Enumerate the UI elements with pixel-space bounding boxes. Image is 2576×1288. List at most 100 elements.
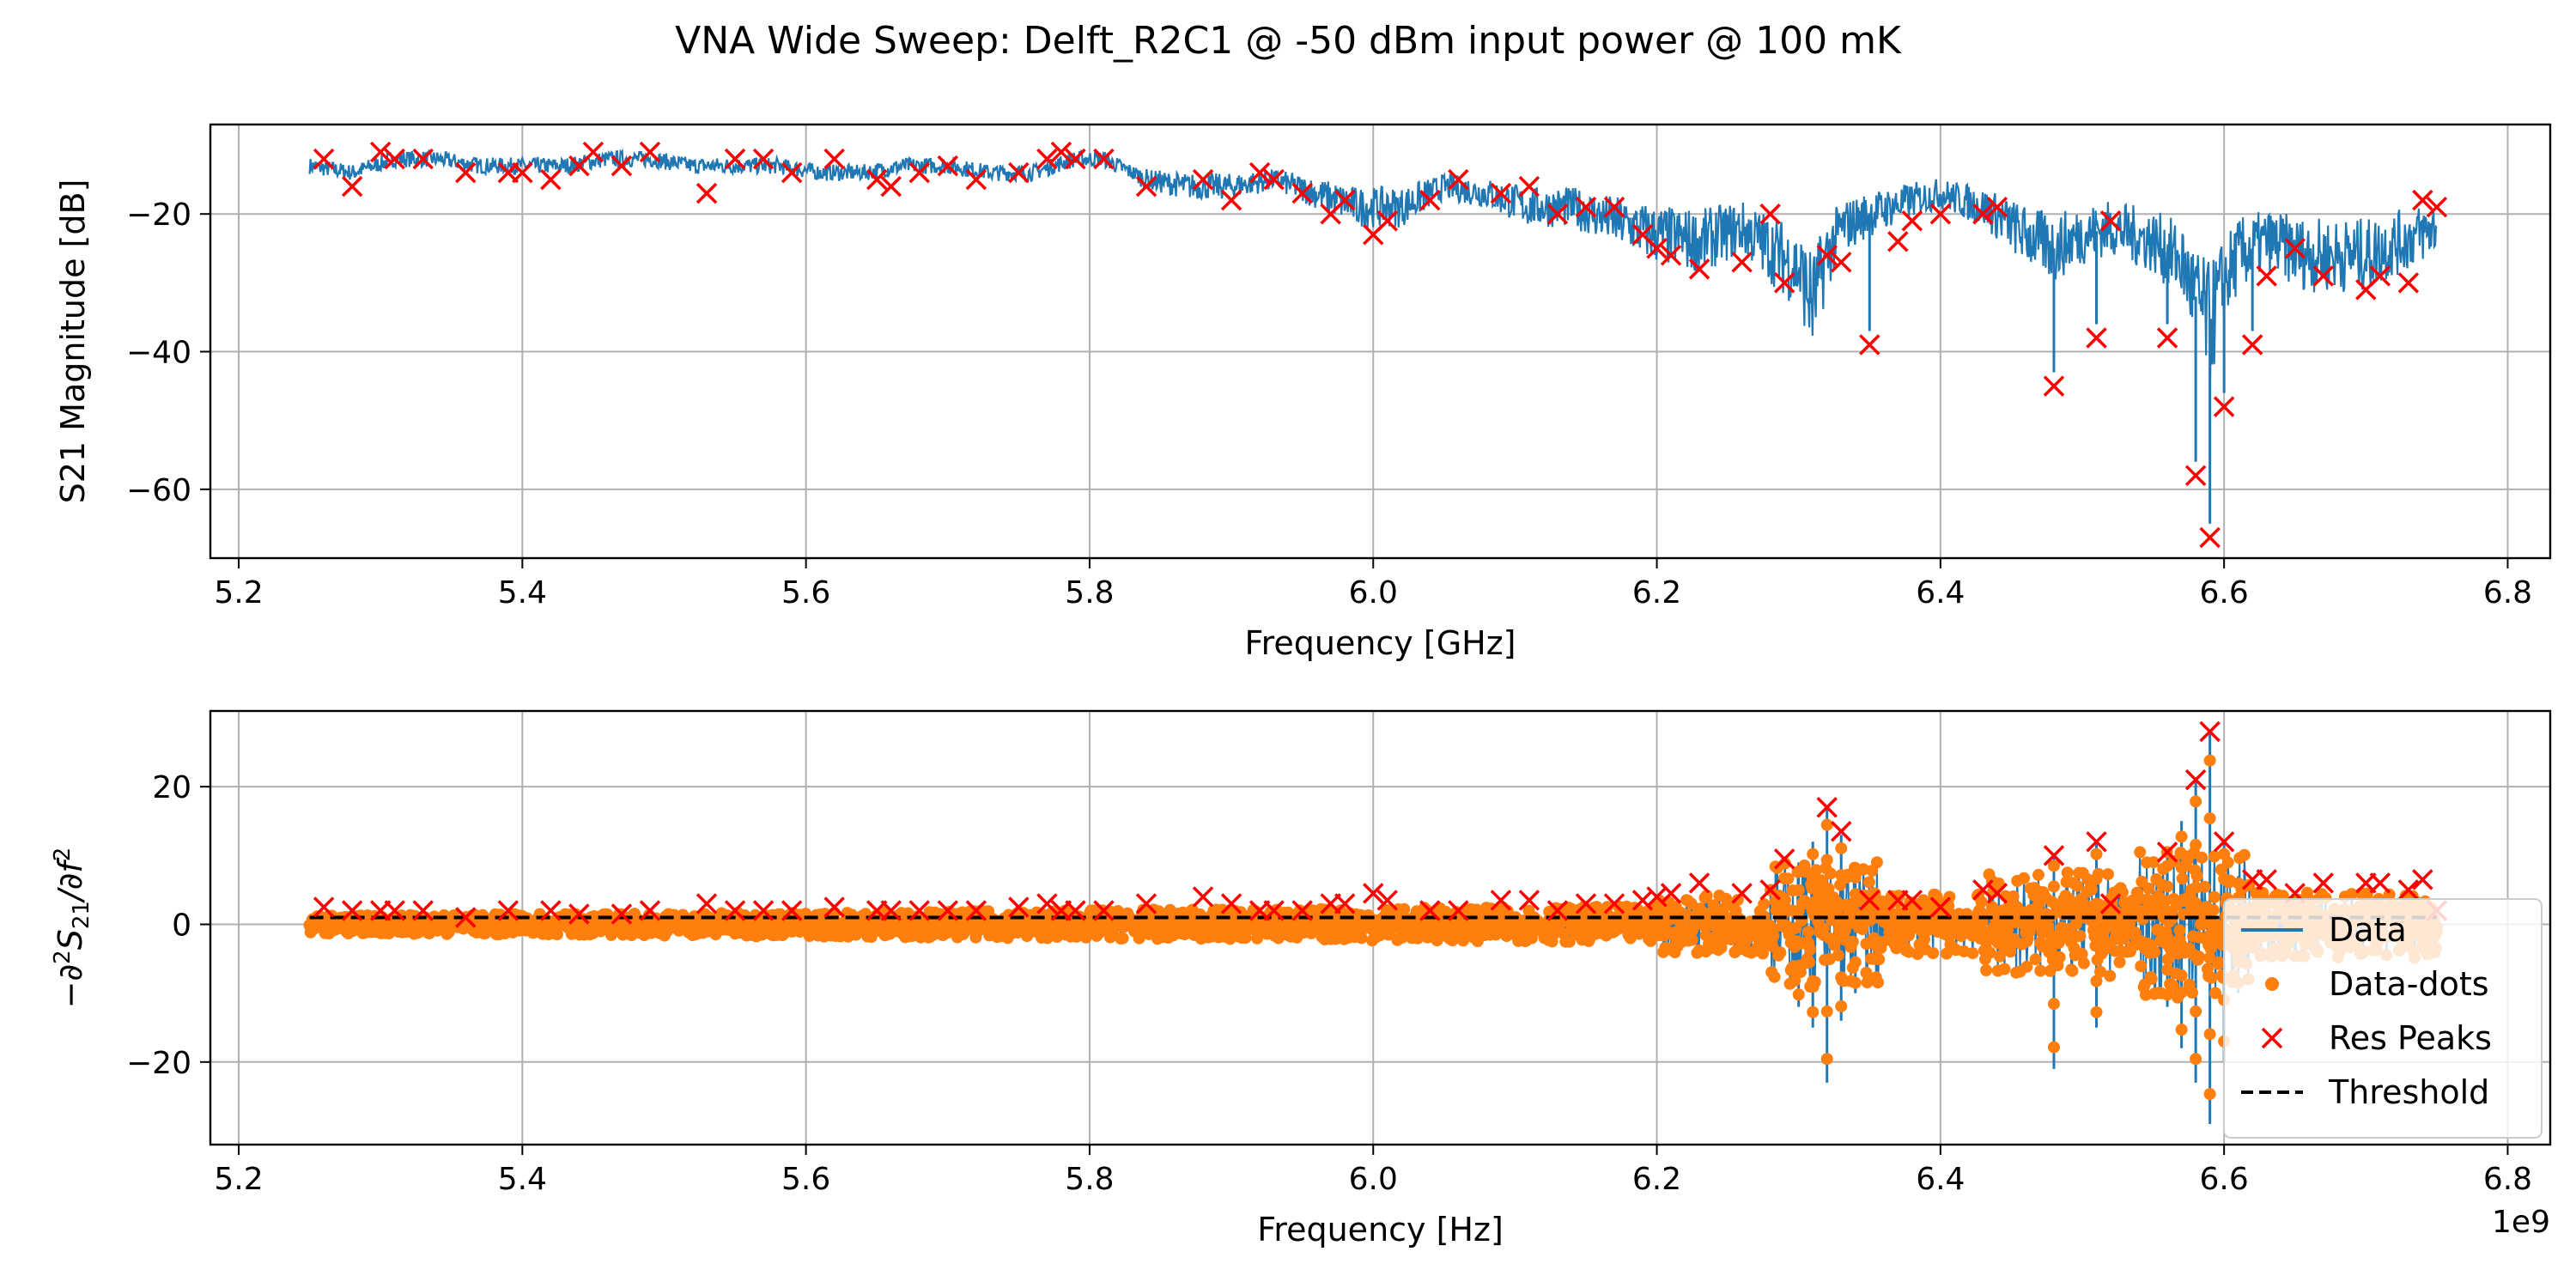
res-peak-marker [1334,189,1356,211]
res-peak-marker [2412,189,2433,211]
legend-swatch-dots [2265,977,2279,991]
res-peak-marker [1859,890,1880,911]
res-peak-marker [1490,182,1512,204]
y-tick-label: −60 [126,473,191,508]
res-peak-marker [1546,203,1569,225]
res-peak-marker [2397,272,2420,294]
res-peak-marker [880,900,902,921]
res-peak-marker [2256,869,2277,890]
res-peak-marker [781,161,803,184]
res-peak-marker [2199,526,2221,549]
res-peak-marker [1263,900,1285,921]
res-peak-marker [1831,252,1852,273]
res-peak-marker [313,896,335,918]
legend-label: Res Peaks [2329,1019,2492,1057]
res-peak-marker [1220,189,1242,211]
res-peak-marker [1490,890,1512,911]
res-peak-marker [1731,883,1753,904]
res-peak-marker [1135,893,1157,914]
res-peak-marker [823,148,845,170]
res-peak-marker [1419,189,1441,211]
res-peak-marker [1646,238,1668,259]
res-peak-marker [1448,900,1469,921]
figure-title: VNA Wide Sweep: Delft_R2C1 @ -50 dBm inp… [675,19,1902,63]
axes-frame [209,709,2552,1146]
x-axis-title: Frequency [Hz] [1257,1211,1504,1249]
res-peak-marker [582,141,605,163]
res-peak-marker [1093,900,1115,921]
res-peak-marker [1249,161,1271,184]
axes-frame [209,123,2552,560]
res-peak-marker [2241,334,2263,355]
magnitude-subplot: 5.2 5.4 5.6 5.8 6.0 6.2 6.4 6.6 6.8 −60 −40 −20 Freq… [54,123,2552,662]
res-peak-marker [2426,196,2448,218]
x-tick-label: 6.6 [2200,575,2249,611]
res-peak-marker [1660,245,1682,266]
legend-label: Threshold [2328,1073,2489,1111]
x-tick-label: 5.4 [498,1162,547,1197]
x-tick-label: 6.2 [1632,575,1681,611]
res-peak-marker [2284,238,2306,259]
res-peak-marker [2156,841,2178,863]
res-peak-marker [1816,245,1838,266]
res-peak-marker [369,141,392,163]
res-peak-marker [965,900,987,921]
res-peak-marker [1986,883,2008,904]
res-peak-marker [2199,720,2221,743]
res-peak-marker [937,155,959,177]
y-axis-title: S21 Magnitude [dB] [54,179,92,504]
x-tick-label: 6.8 [2483,575,2532,611]
res-peak-marker [540,900,562,921]
res-peak-marker [1759,879,1781,901]
s21-trace [308,148,2438,378]
res-peak-marker [1575,196,1597,218]
res-peak-marker [724,900,746,921]
res-peak-marker [1773,272,1795,294]
res-peak-marker [639,900,661,921]
res-peak-marker [1603,893,1625,914]
res-peak-marker [752,900,775,921]
x-tick-label: 6.8 [2483,1162,2532,1197]
res-peak-marker [313,148,335,170]
res-peak-marker [2312,265,2334,287]
res-peak-marker [1518,890,1540,911]
res-peak-marker [965,168,987,191]
res-peak-marker [1887,231,1909,252]
res-peak-marker [1518,175,1540,197]
plot-area [308,148,2438,524]
x-tick-label: 5.2 [214,575,263,611]
res-peak-marker [937,900,959,921]
res-peak-marker [1603,196,1625,218]
res-peak-marker [1660,883,1682,904]
res-peak-marker [2256,265,2277,287]
res-peak-marker [2099,893,2122,914]
res-peak-marker [1050,141,1072,163]
legend-box [2223,898,2543,1139]
x-tick-label: 6.2 [1632,1162,1681,1197]
x-tick-label: 5.2 [214,1162,263,1197]
res-peak-marker [1135,175,1157,197]
res-peak-marker [2412,869,2433,890]
res-peak-marker [2043,845,2065,866]
res-peak-marker [1008,161,1030,184]
res-peak-marker [512,161,533,184]
y-tick-label: −20 [126,1046,191,1081]
x-axis-title: Frequency [GHz] [1244,624,1516,662]
res-peak-marker [1419,900,1441,921]
res-peak-marker [1334,893,1356,914]
res-peak-marker [412,148,434,170]
res-peak-marker [497,900,519,921]
res-peak-marker [2086,327,2107,349]
legend-label: Data-dots [2329,965,2489,1003]
y-tick-label: 0 [172,908,191,943]
res-peak-marker [1036,148,1058,170]
x-tick-label: 6.4 [1916,575,1965,611]
res-peak-marker [1986,196,2008,218]
legend-swatch-peaks [2261,1027,2283,1049]
res-peak-marker [384,900,405,921]
res-peak-marker [908,900,930,921]
x-tick-label: 6.4 [1916,1162,1965,1197]
res-peak-marker [1291,182,1313,204]
res-peak-marker [1816,796,1838,818]
legend: Data Data-dots Res Peaks Threshold [2223,898,2543,1139]
